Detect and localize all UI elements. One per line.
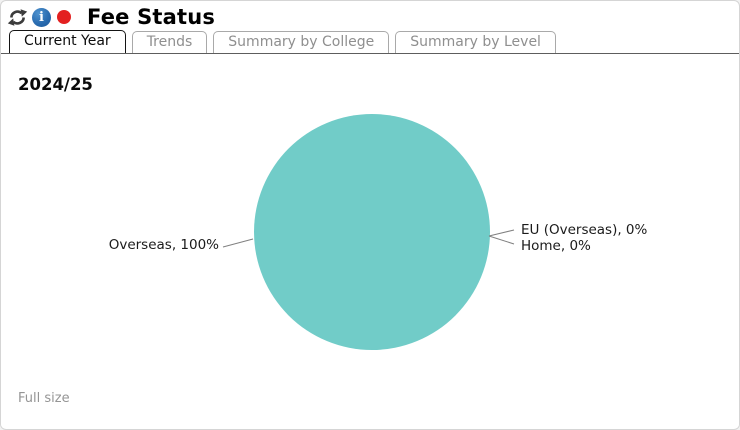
tab-summary-by-level[interactable]: Summary by Level	[395, 31, 556, 53]
full-size-link[interactable]: Full size	[18, 391, 70, 406]
tab-panel-current-year: 2024/25 Overseas, 100% EU (Overseas), 0%…	[1, 54, 739, 428]
record-dot-glyph	[57, 10, 71, 24]
pie-label-home: Home, 0%	[521, 238, 591, 254]
widget-header: i Fee Status	[1, 1, 739, 31]
tab-current-year[interactable]: Current Year	[9, 30, 126, 53]
pie-slice-overseas	[254, 114, 490, 350]
tab-trends[interactable]: Trends	[131, 31, 208, 53]
refresh-icon[interactable]	[7, 7, 28, 28]
tab-bar: Current Year Trends Summary by College S…	[1, 30, 739, 54]
refresh-icon-glyph	[7, 8, 28, 26]
info-icon[interactable]: i	[32, 7, 51, 27]
pie-label-eu-overseas: EU (Overseas), 0%	[521, 222, 648, 238]
pie-labels-right: EU (Overseas), 0% Home, 0%	[521, 222, 647, 254]
record-dot-icon[interactable]	[55, 10, 71, 24]
chart-title: 2024/25	[18, 75, 93, 94]
tab-summary-by-college[interactable]: Summary by College	[213, 31, 390, 53]
info-icon-glyph: i	[32, 7, 51, 27]
pie-label-overseas: Overseas, 100%	[108, 237, 219, 253]
page-title: Fee Status	[87, 5, 216, 29]
